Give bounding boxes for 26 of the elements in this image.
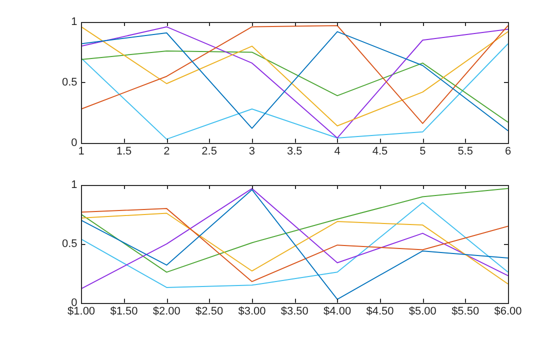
x-tick-label: 2	[164, 145, 170, 158]
x-tick-label: 4	[334, 145, 340, 158]
x-tick-label: 1.5	[116, 145, 132, 158]
x-tick-label: 6	[504, 145, 512, 158]
x-tick-label: 3.5	[286, 145, 302, 158]
y-tick-label: 1	[71, 179, 78, 192]
x-tick-label: $3.50	[280, 305, 308, 318]
x-tick-label: $4.00	[324, 305, 352, 318]
x-tick-label: $1.50	[110, 305, 138, 318]
x-tick-label: $2.00	[152, 305, 180, 318]
x-tick-label: $5.50	[452, 305, 480, 318]
x-tick-label: 2.5	[202, 145, 217, 158]
x-tick-label: $6.00	[494, 305, 522, 318]
x-tick-label: 5	[420, 145, 426, 158]
x-tick-label: $5.00	[408, 305, 436, 318]
y-tick-label: 1	[71, 16, 78, 28]
x-tick-label: 5.5	[458, 145, 473, 158]
y-tick-label: 0.5	[62, 76, 78, 88]
y-tick-label: 0	[71, 136, 78, 149]
x-tick-label: $3.00	[238, 305, 266, 318]
x-tick-label: 3	[248, 145, 256, 158]
x-tick-label: $2.50	[196, 305, 224, 318]
x-tick-label: 4.5	[372, 145, 388, 158]
x-tick-label: $1.00	[68, 305, 96, 318]
x-tick-label: $4.50	[366, 305, 394, 318]
y-tick-label: 0.5	[62, 238, 78, 250]
